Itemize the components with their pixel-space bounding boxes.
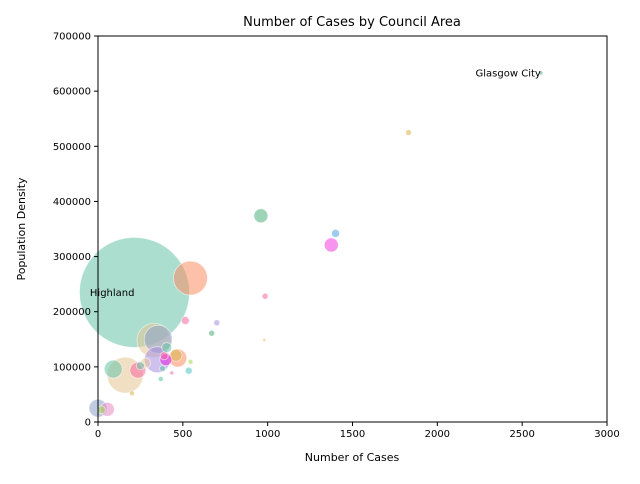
data-point-31 bbox=[129, 390, 135, 397]
data-point-14 bbox=[161, 342, 173, 353]
y-tick-label: 100000 bbox=[53, 362, 91, 373]
points-layer bbox=[79, 70, 544, 418]
chart-title: Number of Cases by Council Area bbox=[243, 15, 461, 30]
data-point-1 bbox=[173, 260, 208, 296]
annotations-layer: Glasgow City Highland bbox=[90, 68, 541, 298]
annotation-label: Glasgow City bbox=[476, 68, 541, 79]
x-tick-label: 2000 bbox=[425, 429, 450, 440]
y-tick-label: 400000 bbox=[53, 197, 91, 208]
data-point-32 bbox=[187, 358, 194, 365]
y-axis-label: Population Density bbox=[15, 177, 28, 281]
y-tick-label: 300000 bbox=[53, 252, 91, 263]
data-point-26 bbox=[405, 129, 412, 136]
x-tick-label: 2500 bbox=[509, 429, 534, 440]
x-tick-label: 1000 bbox=[255, 429, 280, 440]
data-point-25 bbox=[262, 337, 267, 342]
x-tick-label: 0 bbox=[95, 429, 101, 440]
data-point-24 bbox=[261, 292, 269, 300]
x-tick-label: 3000 bbox=[594, 429, 619, 440]
data-point-20 bbox=[331, 229, 340, 238]
y-tick-label: 600000 bbox=[53, 87, 91, 98]
x-axis-label: Number of Cases bbox=[305, 451, 400, 464]
data-point-15 bbox=[159, 351, 169, 361]
data-point-18 bbox=[253, 208, 269, 224]
data-point-12 bbox=[96, 405, 106, 415]
data-point-28 bbox=[184, 366, 193, 375]
data-point-33 bbox=[159, 365, 166, 372]
data-point-29 bbox=[169, 370, 175, 376]
x-tick-label: 1500 bbox=[340, 429, 365, 440]
y-axis: 0 100000 200000 300000 400000 500000 600000 700… bbox=[53, 32, 98, 429]
data-point-19 bbox=[323, 237, 339, 253]
data-point-23 bbox=[208, 329, 216, 337]
data-point-8 bbox=[103, 359, 123, 379]
data-point-22 bbox=[213, 319, 221, 327]
y-tick-label: 200000 bbox=[53, 307, 91, 318]
data-point-30 bbox=[157, 376, 164, 382]
x-tick-label: 500 bbox=[173, 429, 192, 440]
annotation-label: Highland bbox=[90, 288, 135, 299]
data-point-27 bbox=[538, 70, 544, 76]
data-point-21 bbox=[180, 316, 190, 325]
data-point-17 bbox=[136, 361, 145, 371]
y-tick-label: 0 bbox=[85, 418, 91, 429]
x-axis: 0 500 1000 1500 2000 2500 3000 bbox=[95, 422, 620, 440]
y-tick-label: 700000 bbox=[53, 32, 91, 43]
y-tick-label: 500000 bbox=[53, 142, 91, 153]
